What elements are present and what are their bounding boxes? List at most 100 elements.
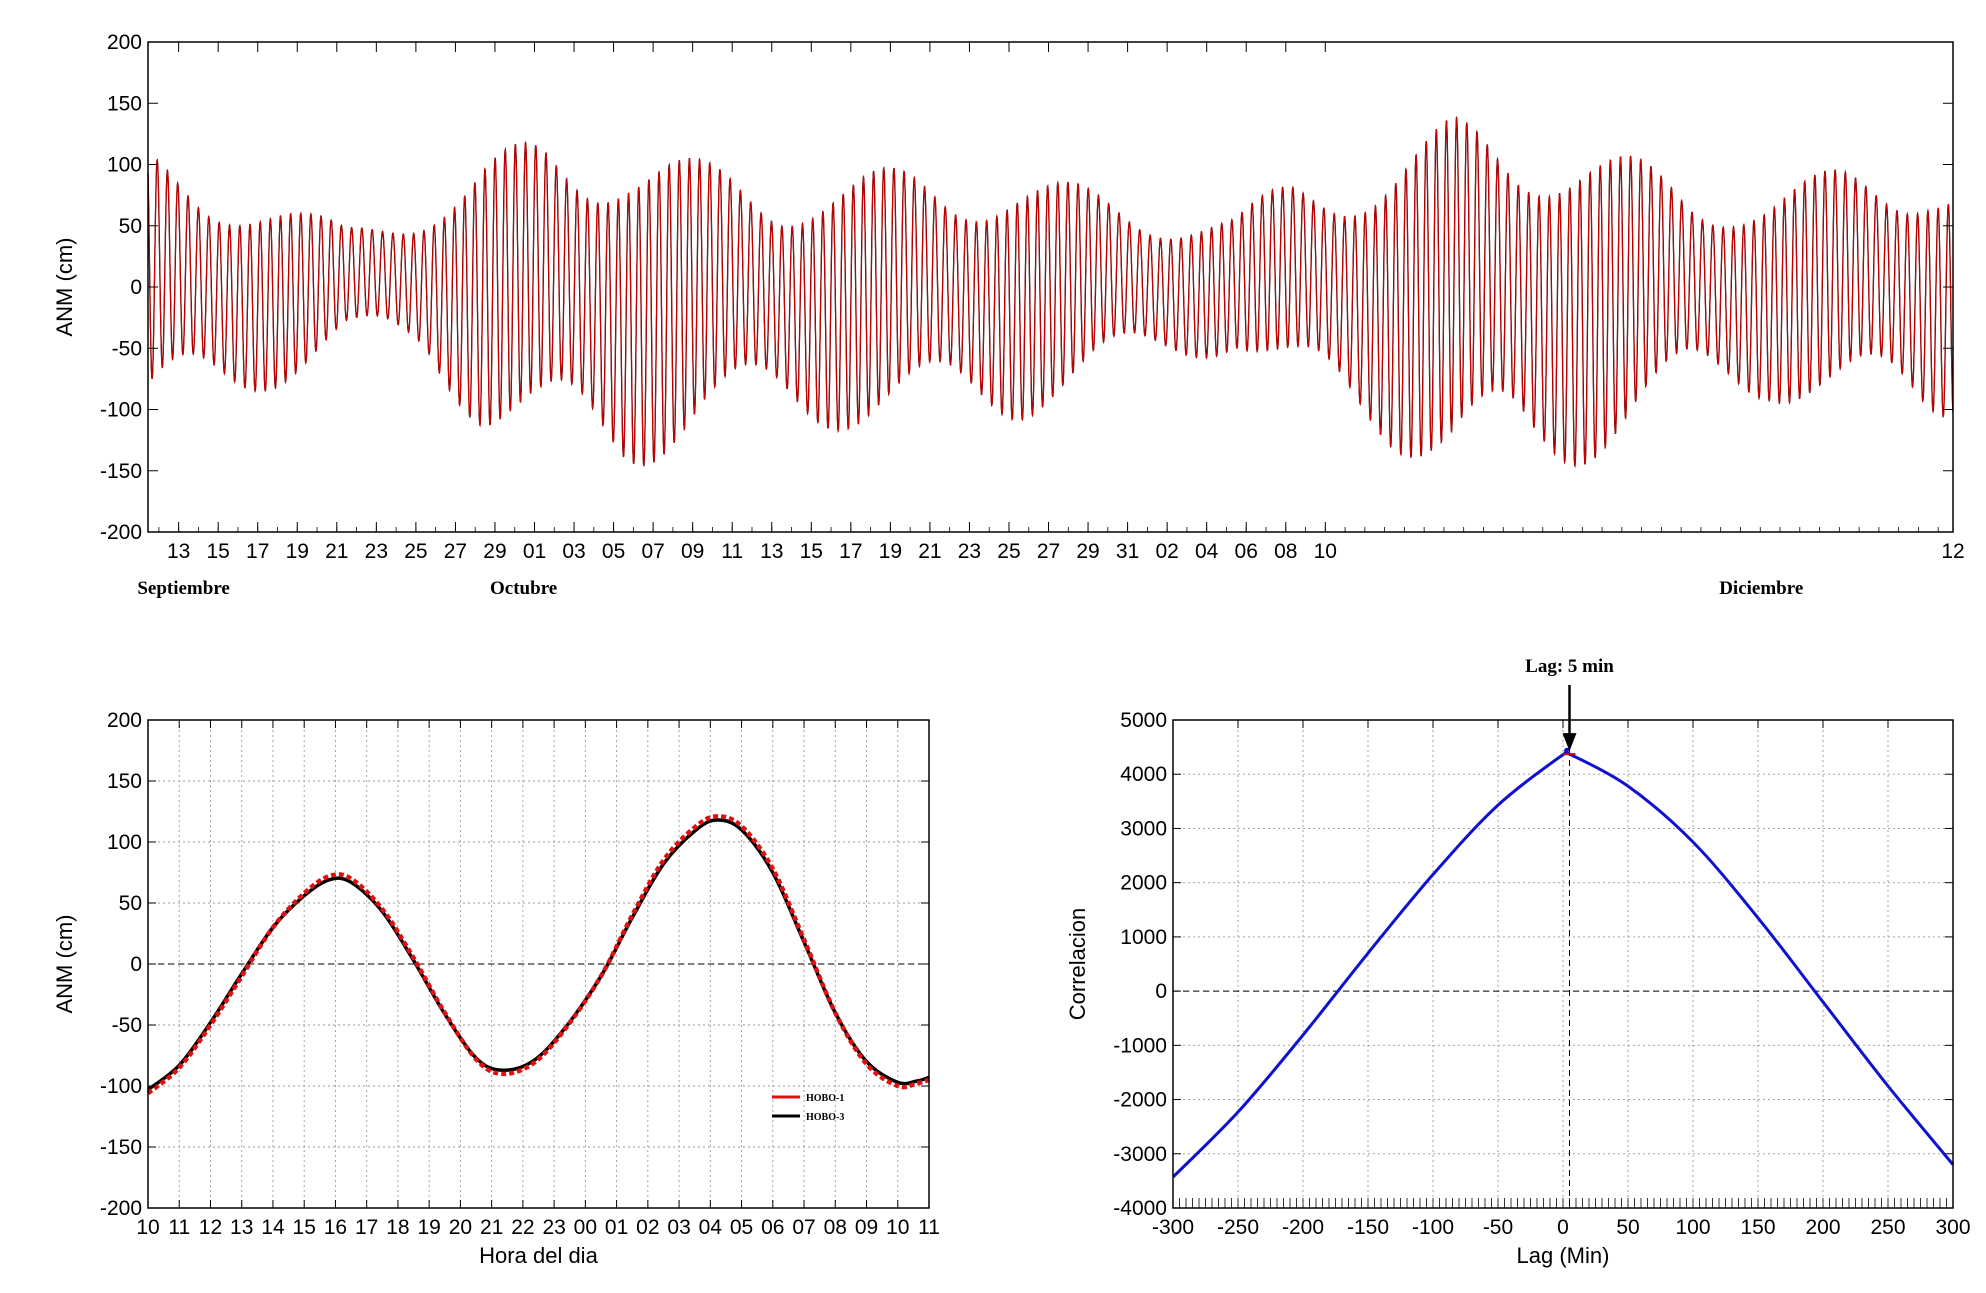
top-x-tick-label: 05	[602, 540, 625, 563]
bl-x-tick-label: 22	[511, 1216, 534, 1239]
bl-x-tick-label: 21	[480, 1216, 503, 1239]
top-x-tick-label: 31	[1116, 540, 1139, 563]
bl-y-tick-label: -100	[100, 1075, 142, 1098]
top-x-tick-label: 04	[1195, 540, 1219, 563]
br-x-tick-labels: -300 -250 -200 -150 -100 -50 0 50 100 150 200 250 30…	[1152, 1216, 1971, 1239]
br-y-axis-title: Correlacion	[1065, 908, 1090, 1021]
bl-x-tick-label: 02	[636, 1216, 659, 1239]
bl-y-tick-label: -200	[100, 1197, 142, 1220]
bl-y-tick-label: -150	[100, 1136, 142, 1159]
top-x-tick-label: 19	[286, 540, 309, 563]
bl-x-tick-label: 09	[855, 1216, 878, 1239]
br-x-tick-label: 150	[1740, 1216, 1775, 1239]
top-y-tick-label: 150	[107, 92, 142, 115]
top-y-axis-title: ANM (cm)	[52, 238, 77, 337]
br-x-tick-label: 200	[1805, 1216, 1840, 1239]
bl-x-tick-label: 17	[355, 1216, 378, 1239]
top-y-tick-label: -150	[100, 460, 142, 483]
bl-x-tick-label: 10	[136, 1216, 159, 1239]
top-x-tick-label: 23	[365, 540, 388, 563]
bl-tick-marks	[147, 719, 930, 1209]
br-x-tick-label: -200	[1282, 1216, 1324, 1239]
lag-annotation-text: Lag: 5 min	[1525, 656, 1614, 677]
top-series-line-red	[147, 116, 1954, 468]
bl-x-tick-label: 15	[293, 1216, 316, 1239]
br-x-tick-label: 100	[1675, 1216, 1710, 1239]
bl-x-tick-label: 23	[542, 1216, 565, 1239]
bl-x-tick-label: 20	[449, 1216, 472, 1239]
bl-x-tick-label: 19	[417, 1216, 440, 1239]
top-x-tick-label: 15	[207, 540, 230, 563]
top-x-tick-label: 09	[681, 540, 704, 563]
bl-x-tick-label: 16	[324, 1216, 347, 1239]
br-y-tick-label: -3000	[1113, 1143, 1167, 1166]
legend-label-hobo-3: HOBO-3	[806, 1112, 844, 1123]
top-x-tick-label: 21	[325, 540, 348, 563]
top-x-tick-label: 08	[1274, 540, 1297, 563]
br-y-tick-label: 5000	[1120, 709, 1167, 732]
top-y-tick-label: 0	[130, 276, 142, 299]
bl-x-tick-label: 03	[667, 1216, 690, 1239]
bl-x-tick-label: 11	[918, 1216, 940, 1239]
bl-x-tick-label: 04	[699, 1216, 723, 1239]
bl-y-tick-label: 150	[107, 770, 142, 793]
br-x-tick-label: 50	[1616, 1216, 1639, 1239]
bl-x-tick-label: 14	[261, 1216, 285, 1239]
correlation-panel: -4000-3000-2000-100001000200030004000500…	[1065, 656, 1971, 1268]
top-y-tick-label: -50	[112, 337, 142, 360]
top-y-tick-label: 100	[107, 154, 142, 177]
top-x-tick-label: 23	[958, 540, 981, 563]
top-x-tick-label: 07	[641, 540, 664, 563]
bl-series-hobo-1	[146, 814, 930, 1096]
br-y-tick-label: -1000	[1113, 1034, 1167, 1057]
top-y-tick-label: -200	[100, 521, 142, 544]
bl-x-tick-label: 00	[574, 1216, 597, 1239]
top-x-tick-label: 27	[444, 540, 467, 563]
top-x-tick-label: 21	[918, 540, 941, 563]
br-x-axis-title: Lag (Min)	[1517, 1243, 1610, 1268]
top-y-tick-label: 200	[107, 31, 142, 54]
br-y-tick-label: -2000	[1113, 1089, 1167, 1112]
top-x-tick-label: 03	[562, 540, 585, 563]
br-x-tick-label: -50	[1483, 1216, 1513, 1239]
br-x-tick-label: 300	[1935, 1216, 1970, 1239]
br-tick-marks	[1172, 719, 1954, 1209]
bl-y-tick-label: -50	[112, 1014, 142, 1037]
bl-y-axis-title: ANM (cm)	[52, 915, 77, 1014]
top-x-tick-label: 17	[839, 540, 862, 563]
bl-x-tick-label: 13	[230, 1216, 253, 1239]
top-y-tick-label: -100	[100, 399, 142, 422]
br-x-tick-label: -150	[1347, 1216, 1389, 1239]
br-correlation-series	[1171, 747, 1955, 1179]
bl-x-tick-label: 07	[792, 1216, 815, 1239]
top-month-label: Octubre	[490, 578, 557, 599]
bl-y-tick-label: 200	[107, 709, 142, 732]
br-y-tick-labels: -4000 -3000 -2000 -1000 0 1000 2000 3000 4000 500…	[1113, 709, 1167, 1220]
bl-x-tick-label: 18	[386, 1216, 409, 1239]
bl-x-tick-label: 12	[199, 1216, 222, 1239]
lag-annotation: Lag: 5 min	[1525, 656, 1614, 752]
br-y-tick-label: 4000	[1120, 763, 1167, 786]
top-x-tick-label: 19	[879, 540, 902, 563]
top-x-tick-label: 15	[800, 540, 823, 563]
br-x-tick-label: -100	[1412, 1216, 1454, 1239]
br-y-tick-label: -4000	[1113, 1197, 1167, 1220]
br-x-tick-label: -300	[1152, 1216, 1194, 1239]
bl-x-tick-label: 01	[605, 1216, 628, 1239]
bl-x-tick-label: 08	[824, 1216, 847, 1239]
top-month-label: Diciembre	[1719, 578, 1803, 599]
br-y-tick-label: 3000	[1120, 817, 1167, 840]
top-month-label: Septiembre	[137, 578, 230, 599]
br-x-tick-label: 0	[1557, 1216, 1569, 1239]
top-x-tick-label: 10	[1314, 540, 1337, 563]
top-x-tick-label: 17	[246, 540, 269, 563]
bl-x-axis-title: Hora del dia	[479, 1243, 598, 1268]
top-x-tick-label: 13	[167, 540, 190, 563]
bl-y-tick-label: 50	[119, 892, 142, 915]
top-x-tick-label: 29	[1076, 540, 1099, 563]
top-tick-marks	[148, 41, 1954, 533]
top-x-tick-label: 29	[483, 540, 506, 563]
